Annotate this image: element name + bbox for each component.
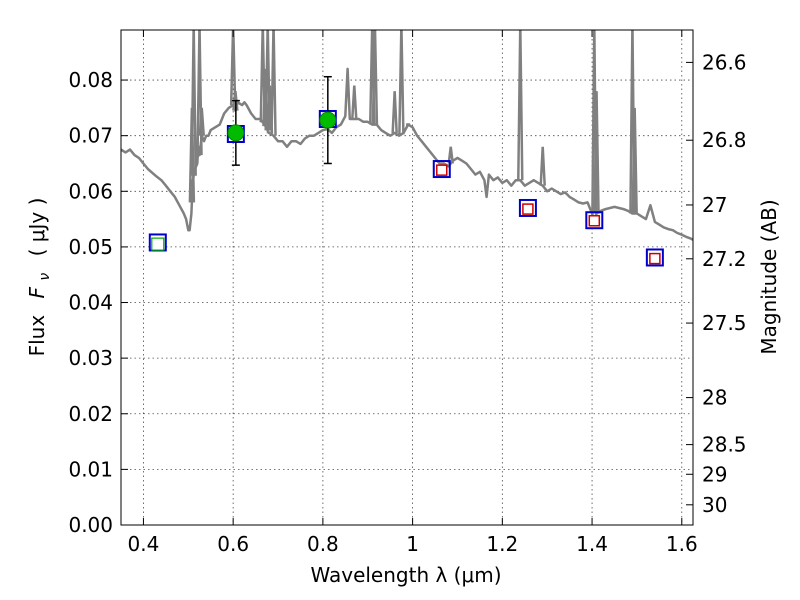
emission-line	[371, 30, 379, 125]
emission-line	[539, 146, 546, 186]
data-layer	[121, 30, 693, 267]
observed-point-f606w	[227, 124, 245, 142]
x-axis-title: Wavelength λ (μm)	[310, 563, 501, 587]
x-tick-label: 1.2	[486, 532, 518, 556]
limit-box-f140w	[588, 215, 601, 227]
emission-line	[391, 91, 398, 133]
mag-tick-label: 27.5	[702, 311, 747, 335]
emission-line	[229, 30, 237, 106]
y-axis-left-title-symbol: F	[25, 286, 49, 298]
y-tick-label: 0.03	[68, 346, 113, 370]
grid-layer	[121, 30, 693, 526]
limit-box-f105w	[436, 164, 448, 176]
y-axis-left-title: Flux F ν ( μJy )	[25, 198, 54, 357]
svg-text:Flux F ν ( μ: Flux F ν ( μJy )	[25, 198, 54, 357]
emission-line	[447, 146, 454, 164]
emission-line	[398, 30, 405, 135]
y-axis-left-title-sub: ν	[37, 273, 53, 281]
x-tick-label: 0.8	[307, 532, 339, 556]
mag-tick-label: 30	[702, 493, 727, 517]
y-axis-left-title-text: Flux	[25, 315, 49, 357]
y-tick-label: 0.01	[68, 457, 113, 481]
y-tick-label: 0.00	[68, 513, 113, 537]
model-box-f140w	[585, 211, 604, 230]
x-tick-label: 1.6	[666, 532, 698, 556]
y-tick-label: 0.07	[68, 124, 113, 148]
emission-line	[270, 30, 277, 136]
y-axis-left-title-unit: ( μJy )	[25, 198, 49, 257]
emission-line	[517, 30, 524, 181]
mag-tick-label: 27	[702, 193, 727, 217]
emission-line	[631, 107, 638, 214]
emission-line	[190, 30, 197, 176]
mag-tick-label: 28	[702, 386, 727, 410]
y-tick-label: 0.05	[68, 235, 113, 259]
observed-point-f814w	[319, 111, 337, 129]
x-tick-label: 1	[406, 532, 419, 556]
mag-tick-label: 27.2	[702, 247, 747, 271]
limit-box-f160w	[649, 252, 661, 265]
model-box-f125w	[518, 198, 537, 217]
model-box-f160w	[645, 248, 664, 267]
limit-box-f125w	[522, 203, 534, 215]
emission-line	[198, 107, 205, 136]
emission-line	[351, 85, 358, 120]
model-box-f105w	[432, 160, 451, 179]
observed-point-f435w	[151, 237, 165, 251]
mag-tick-label: 26.8	[702, 128, 747, 152]
y-tick-label: 0.08	[68, 68, 113, 92]
plot-frame	[120, 29, 694, 526]
mag-tick-label: 28.5	[702, 433, 747, 457]
x-tick-label: 1.4	[576, 532, 608, 556]
emission-line	[593, 91, 600, 214]
x-tick-label: 0.4	[128, 532, 160, 556]
y-axis-right-title: Magnitude (AB)	[757, 199, 781, 354]
mag-tick-label: 26.6	[702, 50, 747, 74]
y-tick-label: 0.04	[68, 291, 113, 315]
axis-layer: 0.4 0.6 0.8 1 1.2 1.4 1.6 0.00 0.01 0.02 0.03 0.04 0…	[68, 30, 747, 556]
mag-tick-label: 29	[702, 462, 727, 486]
y-tick-label: 0.02	[68, 402, 113, 426]
emission-line	[232, 91, 239, 111]
y-tick-label: 0.06	[68, 179, 113, 203]
x-tick-label: 0.6	[217, 532, 249, 556]
